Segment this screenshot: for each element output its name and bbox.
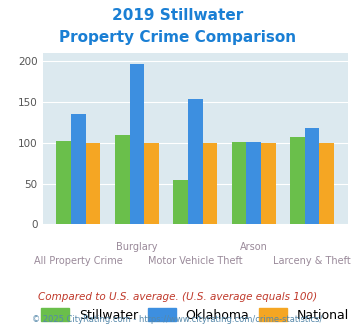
Text: All Property Crime: All Property Crime [34,256,123,266]
Legend: Stillwater, Oklahoma, National: Stillwater, Oklahoma, National [42,308,349,322]
Bar [305,128,320,224]
Bar [56,141,71,224]
Text: Compared to U.S. average. (U.S. average equals 100): Compared to U.S. average. (U.S. average … [38,292,317,302]
Bar [246,142,261,224]
Bar [71,114,86,224]
Text: © 2025 CityRating.com - https://www.cityrating.com/crime-statistics/: © 2025 CityRating.com - https://www.city… [32,315,323,324]
Bar [203,143,217,224]
Text: Burglary: Burglary [116,243,158,252]
Bar [86,143,100,224]
Bar [232,142,246,224]
Bar [320,143,334,224]
Text: 2019 Stillwater: 2019 Stillwater [112,8,243,23]
Text: Motor Vehicle Theft: Motor Vehicle Theft [148,256,242,266]
Bar [188,99,203,224]
Bar [144,143,159,224]
Bar [130,64,144,224]
Bar [261,143,275,224]
Text: Property Crime Comparison: Property Crime Comparison [59,30,296,45]
Bar [173,180,188,224]
Bar [290,137,305,224]
Text: Arson: Arson [240,243,268,252]
Bar [115,135,130,224]
Text: Larceny & Theft: Larceny & Theft [273,256,351,266]
